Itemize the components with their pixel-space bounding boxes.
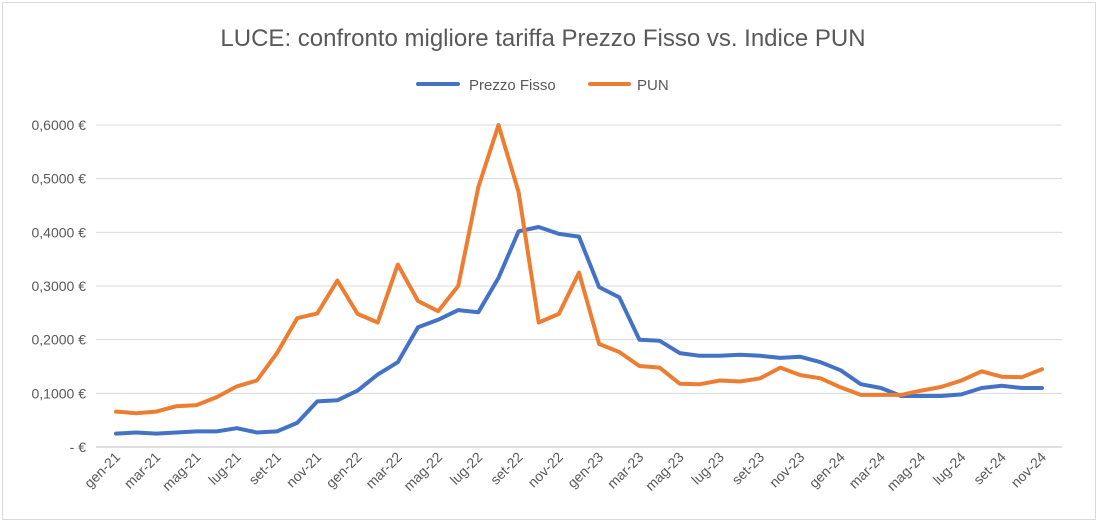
x-tick-label: lug-24 xyxy=(930,449,969,488)
series-line-prezzo-fisso xyxy=(114,225,1044,436)
x-tick-label: mag-21 xyxy=(159,449,204,494)
y-tick-label: - € xyxy=(70,439,87,455)
x-tick-label: set-22 xyxy=(487,449,526,488)
gridlines xyxy=(96,124,1062,394)
series-lines xyxy=(114,123,1044,436)
x-tick-label: mar-24 xyxy=(845,449,888,492)
x-tick-label: mar-21 xyxy=(121,449,164,492)
x-tick-label: mag-22 xyxy=(400,449,445,494)
x-tick-label: nov-22 xyxy=(524,449,566,491)
x-tick-label: nov-21 xyxy=(283,449,325,491)
series-line-pun xyxy=(114,123,1044,416)
x-tick-label: set-23 xyxy=(728,449,767,488)
y-tick-label: 0,6000 € xyxy=(32,117,87,133)
x-tick-label: gen-22 xyxy=(323,449,365,491)
x-tick-label: lug-23 xyxy=(688,449,727,488)
y-axis-ticks: - € 0,1000 € 0,2000 € 0,3000 € 0,4000 € 0,500… xyxy=(32,117,87,455)
x-tick-label: lug-22 xyxy=(447,449,486,488)
x-tick-label: gen-21 xyxy=(81,449,123,491)
legend-label-pun: PUN xyxy=(637,77,669,94)
y-tick-label: 0,5000 € xyxy=(32,171,87,187)
x-tick-label: nov-24 xyxy=(1008,449,1050,491)
x-tick-label: set-21 xyxy=(245,449,284,488)
y-tick-label: 0,4000 € xyxy=(32,224,87,240)
x-tick-label: mag-23 xyxy=(642,449,687,494)
x-tick-label: mag-24 xyxy=(883,449,928,494)
x-tick-label: set-24 xyxy=(970,449,1009,488)
chart-title: LUCE: confronto migliore tariffa Prezzo … xyxy=(220,25,865,52)
x-tick-label: nov-23 xyxy=(766,449,808,491)
x-tick-label: mar-22 xyxy=(362,449,405,492)
x-tick-label: gen-23 xyxy=(564,449,606,491)
x-tick-label: mar-23 xyxy=(604,449,647,492)
x-tick-label: lug-21 xyxy=(205,449,244,488)
y-tick-label: 0,1000 € xyxy=(32,385,87,401)
y-tick-label: 0,2000 € xyxy=(32,332,87,348)
y-tick-label: 0,3000 € xyxy=(32,278,87,294)
legend-label-prezzo-fisso: Prezzo Fisso xyxy=(469,77,556,94)
x-tick-label: gen-24 xyxy=(806,449,848,491)
legend: Prezzo Fisso PUN xyxy=(416,77,669,94)
